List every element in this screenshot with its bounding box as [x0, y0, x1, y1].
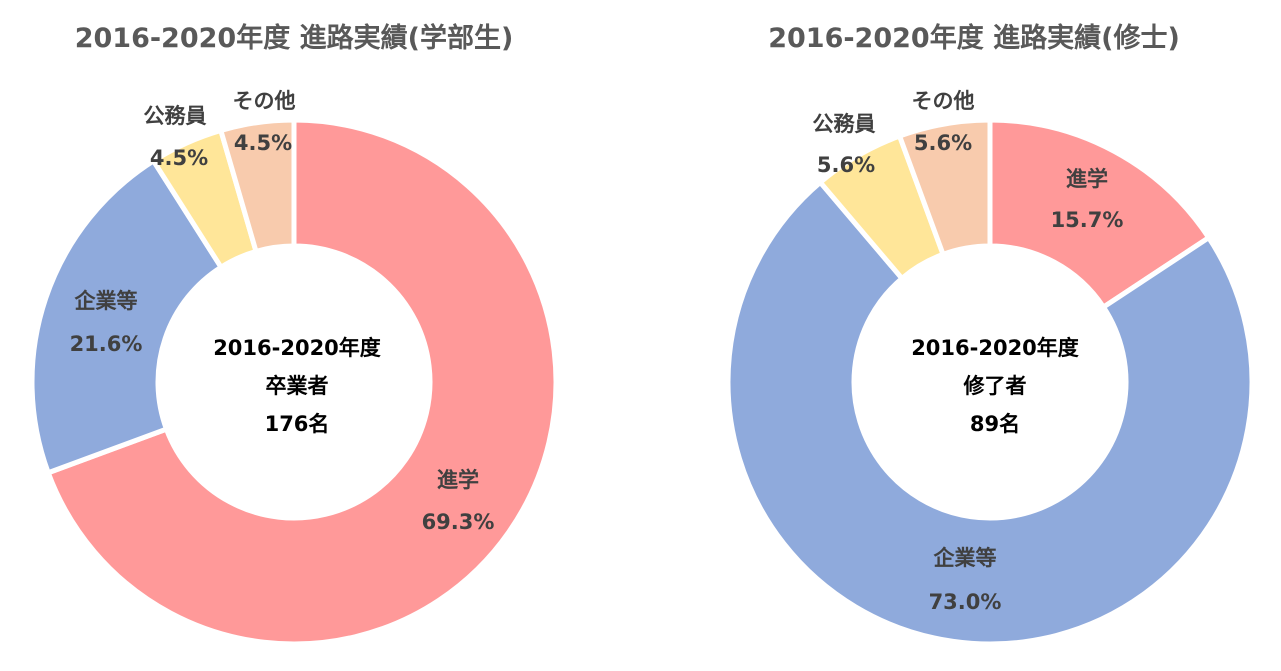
slice-shingaku: [987, 117, 1213, 311]
slice-shingaku: [45, 117, 559, 647]
category-label-sonota: その他: [233, 89, 296, 113]
center-label-line-1: 2016-2020年度: [213, 336, 381, 360]
slice-kigyo: [725, 178, 1255, 647]
category-label-komuin: 公務員: [813, 112, 876, 136]
donut-chart-undergraduate: 2016-2020年度 進路実績(学部生) 2016-2020年度 卒業者 17…: [29, 22, 559, 647]
category-label-sonota: その他: [912, 89, 975, 113]
donut-chart-masters: 2016-2020年度 進路実績(修士) 2016-2020年度 修了者 89名…: [725, 22, 1255, 647]
center-label-line-2: 修了者: [963, 374, 1027, 398]
value-label-shingaku: 15.7%: [1051, 208, 1124, 232]
value-label-kigyo: 73.0%: [929, 590, 1002, 614]
center-label-line-3: 89名: [970, 412, 1020, 436]
value-label-sonota: 4.5%: [234, 131, 292, 155]
slices-masters: [725, 117, 1255, 647]
category-label-shingaku: 進学: [437, 468, 479, 492]
slices-undergraduate: [29, 117, 559, 647]
category-label-kigyo: 企業等: [74, 289, 138, 313]
value-label-komuin: 4.5%: [150, 146, 208, 170]
value-label-kigyo: 21.6%: [70, 332, 143, 356]
value-label-sonota: 5.6%: [914, 131, 972, 155]
slice-sonota: [217, 117, 297, 255]
center-label-line-2: 卒業者: [266, 374, 329, 398]
chart-title-masters: 2016-2020年度 進路実績(修士): [768, 22, 1180, 54]
value-label-komuin: 5.6%: [817, 153, 875, 177]
center-label-line-1: 2016-2020年度: [911, 336, 1079, 360]
category-label-kigyo: 企業等: [933, 546, 997, 570]
value-label-shingaku: 69.3%: [422, 510, 495, 534]
chart-title-undergraduate: 2016-2020年度 進路実績(学部生): [75, 22, 514, 54]
slice-kigyo: [29, 157, 225, 476]
category-label-komuin: 公務員: [144, 104, 207, 128]
category-label-shingaku: 進学: [1066, 167, 1108, 191]
slice-sonota: [896, 117, 993, 258]
center-label-line-3: 176名: [265, 412, 330, 436]
